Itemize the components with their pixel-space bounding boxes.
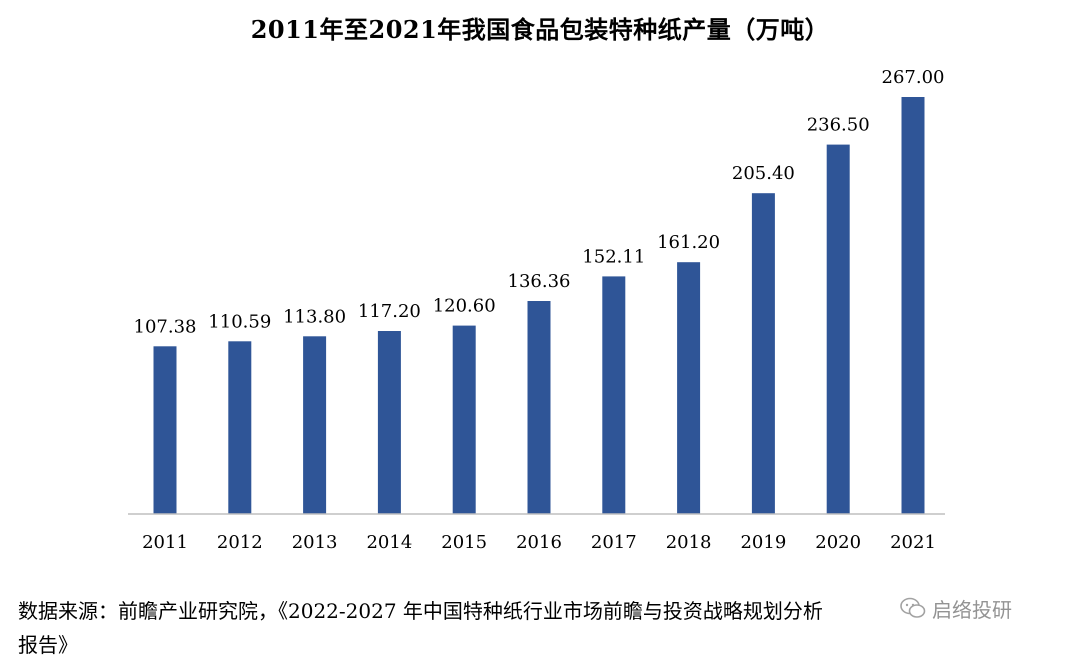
x-tick-label-2020: 2020: [815, 532, 861, 553]
x-tick-label-2014: 2014: [366, 532, 412, 553]
bar-2015: [452, 325, 476, 514]
value-label-2014: 117.20: [358, 301, 421, 322]
x-tick-label-2019: 2019: [740, 532, 786, 553]
x-tick-label-2013: 2013: [292, 532, 338, 553]
value-label-2016: 136.36: [508, 271, 571, 292]
x-tick-label-2015: 2015: [441, 532, 487, 553]
watermark-text: 启络投研: [932, 597, 1012, 622]
bar-2011: [153, 346, 177, 514]
x-tick-label-2021: 2021: [890, 532, 936, 553]
value-label-2011: 107.38: [134, 316, 197, 337]
x-tick-label-2018: 2018: [666, 532, 712, 553]
source-line-1: 数据来源：前瞻产业研究院，《2022-2027 年中国特种纸行业市场前瞻与投资战…: [18, 599, 823, 623]
bar-chart: 107.38 110.59 113.80 117.20 120.60 136.36 152.…: [128, 67, 945, 553]
value-label-2019: 205.40: [732, 163, 795, 184]
x-tick-label-2016: 2016: [516, 532, 562, 553]
bar-2018: [677, 262, 701, 514]
bars: [153, 97, 925, 514]
value-label-2012: 110.59: [208, 311, 271, 332]
bar-2014: [377, 331, 401, 514]
x-tick-label-2012: 2012: [217, 532, 263, 553]
chart-title: 2011年至2021年我国食品包装特种纸产量（万吨）: [250, 15, 830, 44]
source-note: 数据来源：前瞻产业研究院，《2022-2027 年中国特种纸行业市场前瞻与投资战…: [18, 594, 1068, 662]
value-label-2017: 152.11: [582, 246, 645, 267]
bar-2020: [826, 144, 850, 514]
bar-2012: [228, 341, 252, 514]
value-label-2018: 161.20: [657, 232, 720, 253]
x-tick-labels: 2011 2012 2013 2014 2015 2016 2017 2018 2019 2020…: [142, 532, 936, 553]
value-label-2015: 120.60: [433, 296, 496, 317]
bar-2016: [527, 301, 551, 514]
value-labels: 107.38 110.59 113.80 117.20 120.60 136.36 152.…: [134, 67, 945, 337]
x-tick-label-2011: 2011: [142, 532, 188, 553]
bar-2019: [751, 193, 775, 514]
bar-2021: [901, 97, 925, 514]
value-label-2020: 236.50: [807, 115, 870, 136]
bar-2013: [303, 336, 327, 514]
wechat-icon: [900, 597, 926, 618]
value-label-2013: 113.80: [283, 306, 346, 327]
value-label-2021: 267.00: [882, 67, 945, 88]
watermark: 启络投研: [900, 592, 1050, 624]
source-line-2: 报告》: [18, 633, 78, 657]
bar-2017: [602, 276, 626, 514]
x-tick-label-2017: 2017: [591, 532, 637, 553]
